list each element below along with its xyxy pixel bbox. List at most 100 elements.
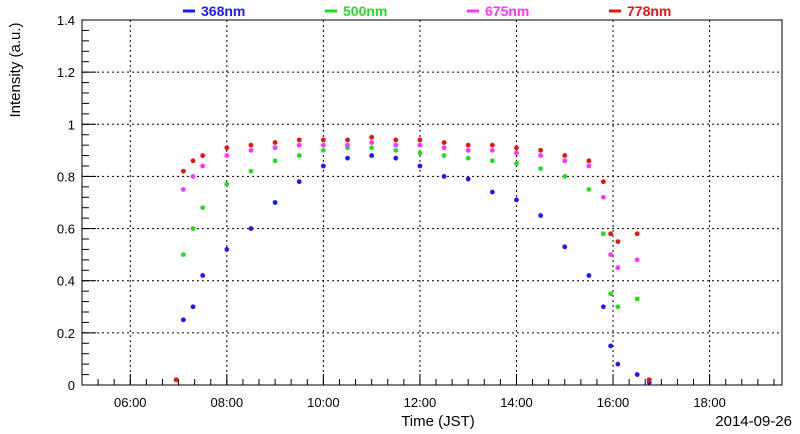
data-point: [173, 377, 179, 383]
data-point: [180, 168, 186, 174]
tick-labels: 0 0.2 0.4 0.6 0.8 1 1.2 1.4 06:00 08:00 10:00 12:00…: [57, 13, 726, 410]
data-point: [441, 145, 447, 151]
data-point: [296, 153, 302, 158]
x-tick-label: 08:00: [211, 395, 244, 410]
data-point: [600, 231, 606, 237]
data-point: [600, 179, 606, 185]
data-point: [248, 226, 254, 231]
y-tick-label: 1: [68, 117, 75, 132]
data-point: [634, 257, 640, 263]
axis-ticks: [81, 19, 775, 386]
data-point: [190, 174, 196, 179]
data-point: [538, 166, 544, 172]
data-point: [634, 296, 640, 302]
data-point: [320, 142, 326, 148]
data-point: [465, 155, 471, 161]
y-tick-label: 1.4: [57, 13, 75, 28]
data-point: [417, 150, 423, 156]
data-point: [180, 317, 186, 323]
data-point: [615, 304, 621, 310]
data-point: [345, 137, 350, 143]
data-point: [562, 174, 568, 179]
data-point: [489, 158, 495, 164]
data-point: [441, 153, 447, 158]
legend-label: 778nm: [627, 3, 671, 19]
plot-frame: [81, 19, 783, 386]
data-point: [200, 163, 206, 169]
data-point: [465, 176, 471, 182]
grid: [82, 20, 782, 385]
data-point: [586, 273, 592, 278]
series-500nm: [173, 145, 652, 383]
data-point: [190, 226, 196, 231]
data-point: [272, 140, 278, 145]
data-point: [272, 200, 278, 205]
x-axis-title: Time (JST): [401, 413, 475, 430]
data-point: [417, 142, 423, 148]
data-point: [608, 343, 614, 349]
data-point: [441, 174, 447, 179]
data-point: [224, 181, 230, 187]
data-point: [538, 213, 544, 218]
data-point: [538, 147, 544, 153]
series-368nm: [173, 153, 652, 385]
date-label: 2014-09-26: [715, 413, 792, 430]
data-point: [296, 137, 302, 143]
data-point: [538, 153, 544, 158]
data-point: [248, 147, 254, 153]
data-point: [465, 142, 471, 148]
data-point: [369, 153, 375, 158]
data-point: [586, 163, 592, 169]
x-tick-label: 06:00: [114, 395, 147, 410]
data-point: [248, 142, 254, 148]
data-point: [393, 137, 399, 143]
legend-label: 368nm: [201, 3, 245, 19]
data-point: [586, 158, 592, 164]
data-point: [600, 304, 606, 310]
data-point: [345, 155, 350, 161]
data-point: [586, 187, 592, 192]
y-tick-label: 0: [68, 378, 75, 393]
data-point: [180, 252, 186, 258]
x-tick-label: 14:00: [500, 395, 533, 410]
data-point: [417, 163, 423, 169]
data-point: [600, 194, 606, 200]
data-point: [393, 142, 399, 148]
data-point: [296, 179, 302, 185]
data-point: [417, 137, 423, 143]
data-point: [393, 155, 399, 161]
data-point: [320, 137, 326, 143]
x-tick-label: 10:00: [307, 395, 340, 410]
data-point: [646, 377, 652, 383]
data-point: [320, 163, 326, 169]
y-tick-label: 0.8: [57, 169, 75, 184]
data-point: [615, 265, 621, 271]
data-point: [224, 145, 230, 151]
data-point: [296, 142, 302, 148]
data-point: [608, 231, 614, 237]
y-tick-label: 0.6: [57, 222, 75, 237]
data-point: [224, 153, 230, 158]
x-tick-label: 16:00: [597, 395, 630, 410]
data-point: [489, 142, 495, 148]
y-tick-label: 0.2: [57, 326, 75, 341]
data-point: [272, 145, 278, 151]
data-point: [200, 273, 206, 278]
data-point: [489, 189, 495, 195]
data-point: [514, 145, 519, 151]
data-point: [634, 231, 640, 237]
data-point: [615, 239, 621, 245]
data-point: [180, 187, 186, 192]
data-point: [634, 372, 640, 377]
data-point: [562, 158, 568, 164]
data-point: [369, 145, 375, 151]
data-point: [562, 153, 568, 158]
legend-label: 675nm: [485, 3, 529, 19]
y-tick-label: 0.4: [57, 274, 75, 289]
data-point: [514, 197, 519, 203]
data-point: [200, 205, 206, 211]
data-point: [608, 252, 614, 258]
y-axis-title: Intensity (a.u.): [7, 22, 24, 117]
data-point: [200, 153, 206, 158]
